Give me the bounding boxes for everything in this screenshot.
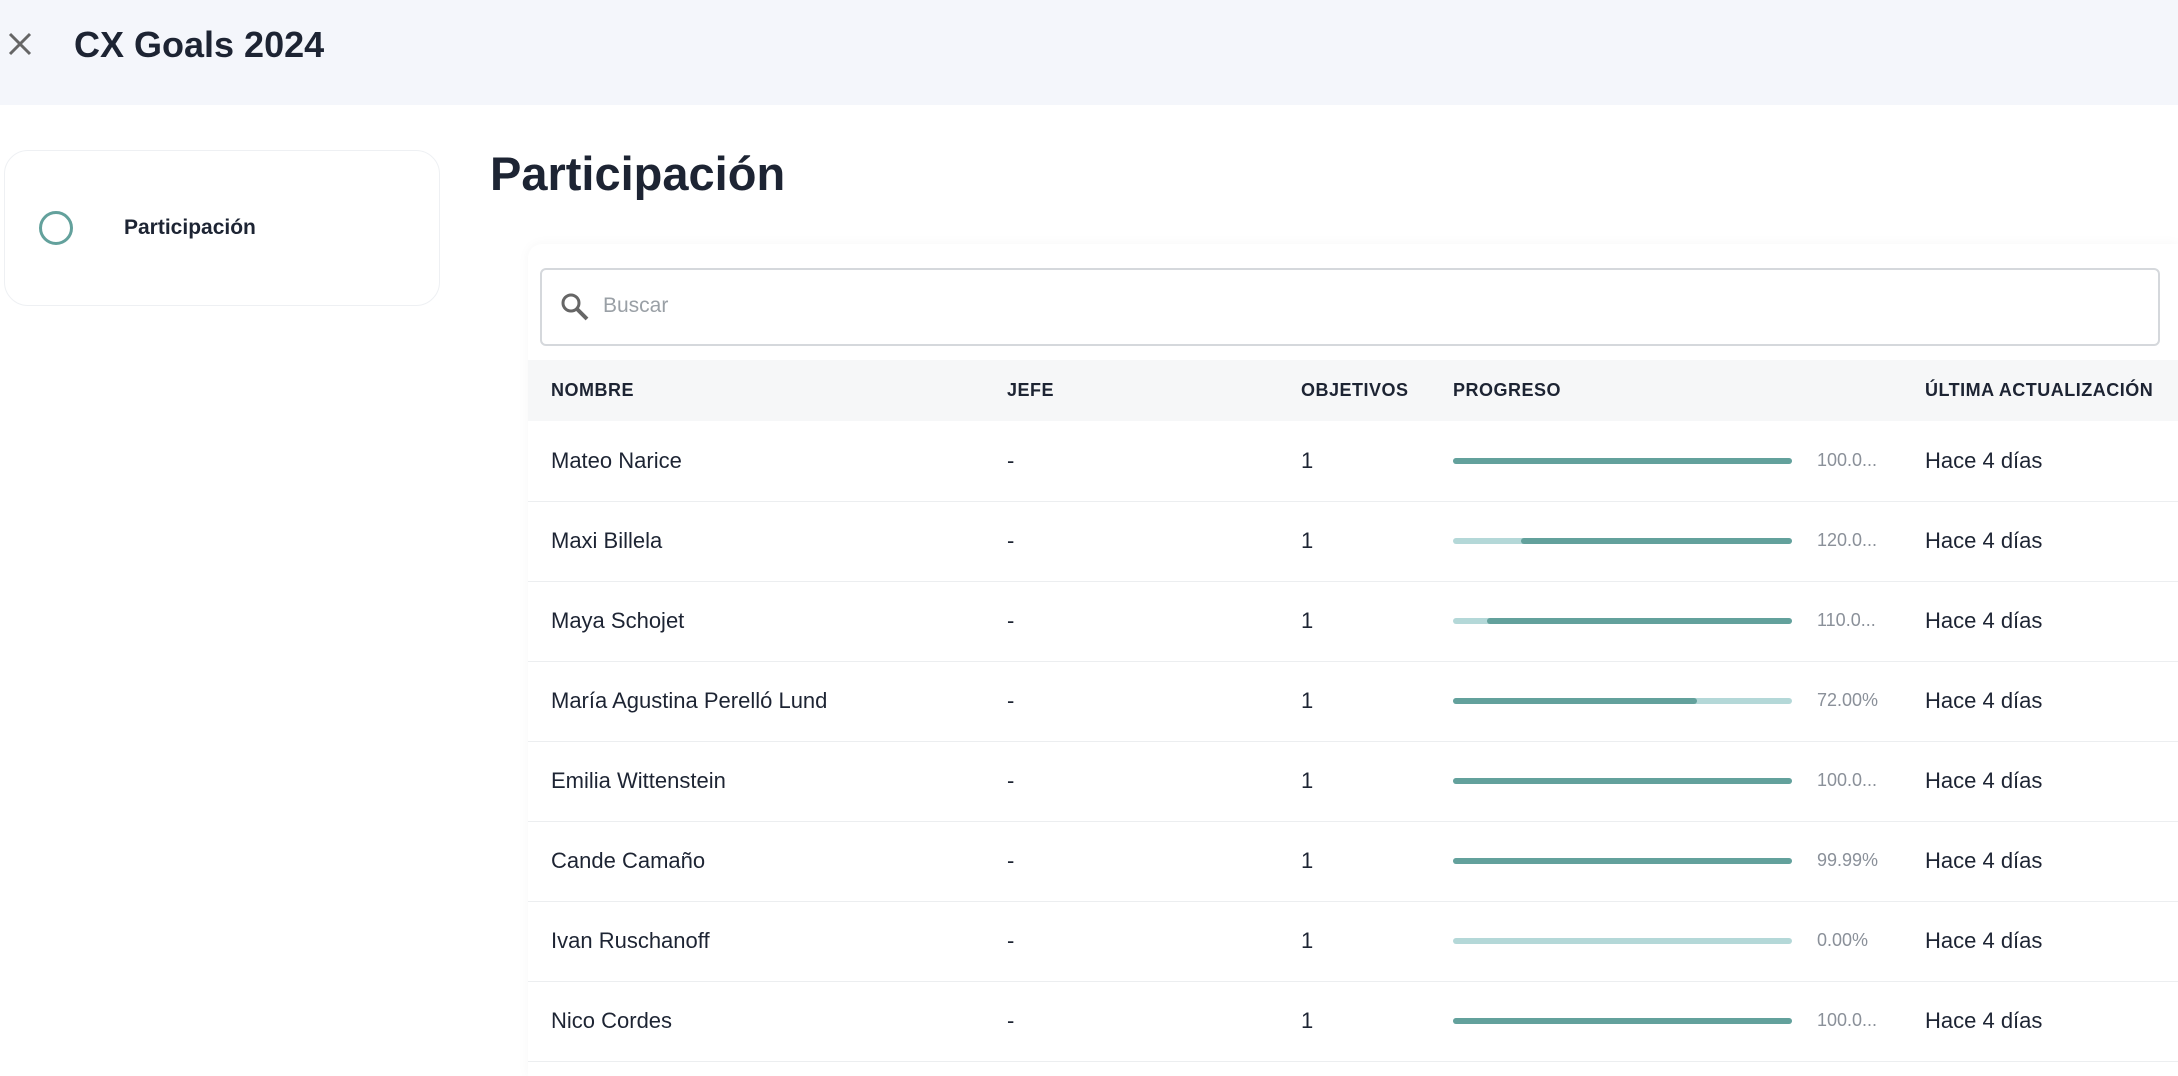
name-cell: Emilia Wittenstein bbox=[551, 768, 726, 793]
progress-track bbox=[1453, 938, 1792, 944]
progress-bar bbox=[1520, 538, 1792, 544]
progress-bar bbox=[1453, 458, 1792, 464]
boss-cell: - bbox=[1007, 528, 1015, 553]
table-row bbox=[528, 821, 2178, 822]
goals-cell: 1 bbox=[1301, 448, 1314, 473]
page-title: CX Goals 2024 bbox=[74, 24, 325, 65]
updated-cell: Hace 4 días bbox=[1925, 848, 2043, 873]
updated-cell: Hace 4 días bbox=[1925, 1008, 2043, 1033]
progress-bar bbox=[1453, 778, 1792, 784]
goals-cell: 1 bbox=[1301, 688, 1314, 713]
close-button[interactable] bbox=[6, 30, 34, 58]
sidebar-item[interactable]: Participación bbox=[124, 216, 256, 239]
updated-cell: Hace 4 días bbox=[1925, 448, 2043, 473]
name-cell: Maya Schojet bbox=[551, 608, 685, 633]
column-header: JEFE bbox=[1007, 380, 1055, 400]
progress-label: 120.0... bbox=[1817, 530, 1878, 550]
goals-cell: 1 bbox=[1301, 528, 1314, 553]
updated-cell: Hace 4 días bbox=[1925, 608, 2043, 633]
progress-bar bbox=[1453, 1018, 1792, 1024]
sidebar-card[interactable] bbox=[4, 150, 440, 306]
column-header: OBJETIVOS bbox=[1301, 380, 1409, 400]
goals-cell: 1 bbox=[1301, 1008, 1314, 1033]
name-cell: Ivan Ruschanoff bbox=[551, 928, 710, 953]
search-icon bbox=[561, 293, 589, 321]
column-header: PROGRESO bbox=[1453, 380, 1562, 400]
progress-bar bbox=[1453, 858, 1792, 864]
name-cell: Cande Camaño bbox=[551, 848, 706, 873]
updated-cell: Hace 4 días bbox=[1925, 768, 2043, 793]
progress-label: 0.00% bbox=[1817, 930, 1869, 950]
search-box[interactable] bbox=[540, 268, 2160, 346]
boss-cell: - bbox=[1007, 768, 1015, 793]
progress-label: 110.0... bbox=[1817, 610, 1876, 630]
boss-cell: - bbox=[1007, 928, 1015, 953]
progress-bar bbox=[1453, 698, 1698, 704]
progress-label: 100.0... bbox=[1817, 770, 1878, 790]
boss-cell: - bbox=[1007, 448, 1015, 473]
boss-cell: - bbox=[1007, 688, 1015, 713]
table-row bbox=[528, 581, 2178, 582]
goals-cell: 1 bbox=[1301, 928, 1314, 953]
column-header: NOMBRE bbox=[551, 380, 634, 400]
progress-label: 100.0... bbox=[1817, 1010, 1878, 1030]
progress-bar bbox=[1486, 618, 1792, 624]
updated-cell: Hace 4 días bbox=[1925, 928, 2043, 953]
table-row bbox=[528, 981, 2178, 982]
table-row bbox=[528, 901, 2178, 902]
section-title: Participación bbox=[490, 147, 786, 200]
table-row bbox=[528, 1061, 2178, 1062]
name-cell: María Agustina Perelló Lund bbox=[551, 688, 828, 713]
name-cell: Mateo Narice bbox=[551, 448, 682, 473]
header bbox=[0, 0, 2178, 105]
name-cell: Maxi Billela bbox=[551, 528, 663, 553]
table-row bbox=[528, 741, 2178, 742]
boss-cell: - bbox=[1007, 1008, 1015, 1033]
goals-cell: 1 bbox=[1301, 848, 1314, 873]
name-cell: Nico Cordes bbox=[551, 1008, 673, 1033]
progress-label: 99.99% bbox=[1817, 850, 1879, 870]
updated-cell: Hace 4 días bbox=[1925, 688, 2043, 713]
table-row bbox=[528, 501, 2178, 502]
progress-label: 72.00% bbox=[1817, 690, 1879, 710]
table-row bbox=[528, 661, 2178, 662]
table-header bbox=[528, 360, 2178, 421]
status-circle bbox=[39, 211, 73, 245]
updated-cell: Hace 4 días bbox=[1925, 528, 2043, 553]
search-placeholder: Buscar bbox=[603, 294, 669, 317]
goals-cell: 1 bbox=[1301, 608, 1314, 633]
boss-cell: - bbox=[1007, 608, 1015, 633]
progress-label: 100.0... bbox=[1817, 450, 1878, 470]
goals-cell: 1 bbox=[1301, 768, 1314, 793]
column-header: ÚLTIMA ACTUALIZACIÓN bbox=[1925, 380, 2154, 400]
boss-cell: - bbox=[1007, 848, 1015, 873]
